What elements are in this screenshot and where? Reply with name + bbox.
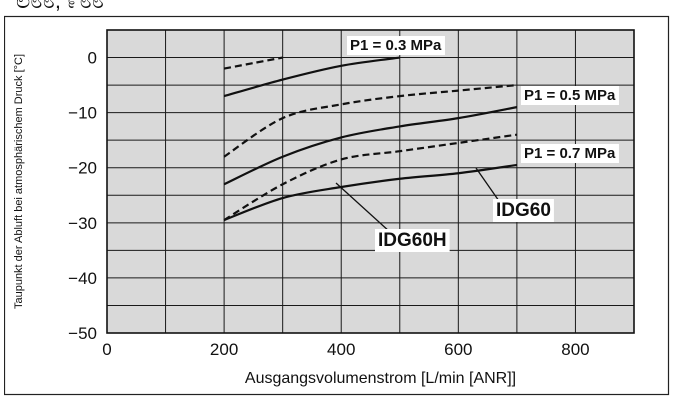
leader-line-idg60: [475, 167, 500, 202]
svg-text:P1 = 0.3 MPa: P1 = 0.3 MPa: [350, 37, 442, 54]
y-tick-label: −50: [68, 324, 97, 343]
series-line-idg60-107: [223, 163, 518, 222]
x-axis-label: Ausgangsvolumenstrom [L/min [ANR]]: [245, 370, 516, 387]
leader-line-idg60h: [335, 182, 391, 233]
annotation-idg60: IDG60: [493, 199, 554, 222]
annotation-p1-0-7: P1 = 0.7 MPa: [521, 144, 619, 163]
series-line-idg60h-107: [223, 133, 518, 222]
y-tick-label: −40: [68, 269, 97, 288]
series-line-idg60-103: [223, 56, 400, 98]
svg-text:P1 = 0.5 MPa: P1 = 0.5 MPa: [524, 87, 616, 104]
x-tick-label: 200: [210, 340, 238, 359]
annotation-leaders: [335, 167, 500, 233]
annotation-p1-0-3: P1 = 0.3 MPa: [347, 36, 445, 55]
series-line-idg60h-103: [223, 56, 283, 70]
figure-border: [4, 15, 670, 396]
y-tick-label: −30: [68, 214, 97, 233]
series-layer: [223, 56, 518, 222]
y-tick-labels: 0 −10 −20 −30 −40 −50: [68, 49, 97, 343]
header-fragment: ಲ೮೮, ೯೮೮: [16, 0, 104, 13]
x-tick-labels: 0 200 400 600 800: [102, 340, 589, 359]
y-axis-label: Taupunkt der Abluft bei atmosphärischem …: [13, 54, 25, 309]
plot-border: [106, 29, 635, 334]
dewpoint-chart: ಲ೮೮, ೯೮೮ 0−10−20−30−40−50 0 200 400 600 800 …: [4, 0, 670, 396]
y-tick-label: −10: [68, 104, 97, 123]
x-tick-label: 0: [102, 340, 111, 359]
x-tick-label: 400: [327, 340, 355, 359]
series-line-idg60h-105: [223, 83, 517, 158]
annotation-idg60h: IDG60H: [375, 229, 450, 252]
y-tick-label: 0: [88, 49, 97, 68]
svg-text:IDG60H: IDG60H: [378, 230, 447, 251]
svg-text:P1 = 0.7 MPa: P1 = 0.7 MPa: [524, 145, 616, 162]
annotation-p1-0-5: P1 = 0.5 MPa: [521, 86, 619, 105]
y-tick-label: −20: [68, 159, 97, 178]
svg-text:IDG60: IDG60: [496, 200, 551, 221]
series-line-idg60-105: [223, 106, 518, 186]
x-tick-label: 800: [561, 340, 589, 359]
grid: [107, 30, 634, 333]
chart-figure: ಲ೮೮, ೯೮೮ 0 −10 −20 −30 −40 −50 0 200 400 600 800 …: [4, 0, 670, 396]
x-tick-label: 600: [444, 340, 472, 359]
